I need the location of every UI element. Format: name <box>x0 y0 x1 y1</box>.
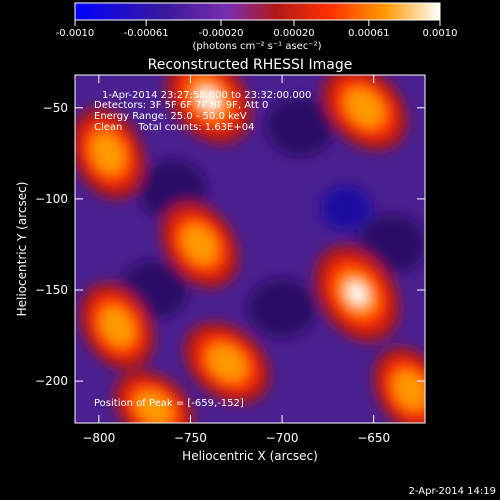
x-axis-label: Heliocentric X (arcsec) <box>182 449 318 463</box>
info-annotations: 1-Apr-2014 23:27:58.000 to 23:32:00.000 … <box>94 90 311 133</box>
x-tick-label: −750 <box>174 431 207 445</box>
colorbar-tick-label: 0.0010 <box>423 28 458 39</box>
peak-position-label: Position of Peak = [-659,-152] <box>94 398 244 409</box>
footer-date: 2-Apr-2014 14:19 <box>409 486 496 497</box>
y-tick-label: −100 <box>35 192 68 206</box>
heatmap-source <box>217 353 237 372</box>
annotation-time: 1-Apr-2014 23:27:58.000 to 23:32:00.000 <box>102 90 311 101</box>
colorbar-tick-label: 0.00020 <box>273 28 314 39</box>
x-tick-label: −700 <box>266 431 299 445</box>
colorbar-tick-label: -0.00020 <box>199 28 244 39</box>
annotation-detectors: Detectors: 3F 5F 6F 7F 8F 9F, Att 0 <box>94 100 268 111</box>
heatmap-source <box>99 143 117 164</box>
heatmap-image <box>75 75 425 423</box>
heatmap-source <box>100 306 135 347</box>
heatmap-source <box>347 282 367 305</box>
axis-ticks: −800 −750 −700 −650 −50 −100 −150 −200 <box>35 75 425 445</box>
heatmap-patch <box>265 96 336 157</box>
plot-area: −800 −750 −700 −650 −50 −100 −150 −200 <box>35 74 426 445</box>
y-tick-label: −50 <box>43 101 68 115</box>
colorbar-ticks: -0.0010 -0.00061 -0.00020 0.00020 0.00061 0.0… <box>56 20 458 39</box>
x-tick-label: −650 <box>357 431 390 445</box>
colorbar-gradient <box>74 2 441 21</box>
chart-title: Reconstructed RHESSI Image <box>148 57 353 73</box>
heatmap-source <box>199 88 219 109</box>
y-axis-label: Heliocentric Y (arcsec) <box>15 182 29 317</box>
y-tick-label: −150 <box>35 283 68 297</box>
y-tick-label: −200 <box>35 374 68 388</box>
annotation-counts: Clean Total counts: 1.63E+04 <box>94 122 254 133</box>
heatmap-source <box>190 234 209 255</box>
heatmap-source <box>135 391 172 423</box>
heatmap-patch <box>247 278 318 339</box>
x-tick-label: −800 <box>82 431 115 445</box>
colorbar-tick-label: 0.00061 <box>348 28 389 39</box>
colorbar-tick-label: -0.00061 <box>124 28 169 39</box>
annotation-energy: Energy Range: 25.0 - 50.0 keV <box>94 111 247 122</box>
colorbar: -0.0010 -0.00061 -0.00020 0.00020 0.00061 0.0… <box>56 2 458 52</box>
heatmap-source <box>393 370 425 410</box>
colorbar-tick-label: -0.0010 <box>56 28 95 39</box>
colorbar-unit: (photons cm⁻² s⁻¹ asec⁻²) <box>192 41 321 52</box>
plot-frame <box>74 74 426 424</box>
heatmap-source <box>355 98 374 118</box>
heatmap-source <box>320 186 373 231</box>
